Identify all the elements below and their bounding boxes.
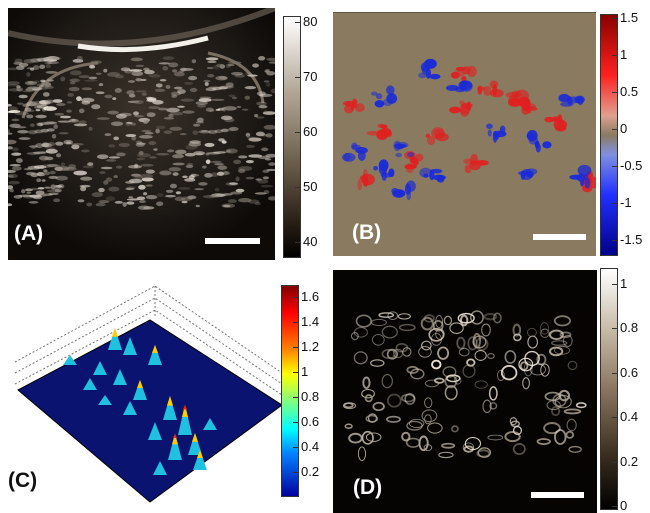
scale-bar-a bbox=[205, 238, 260, 244]
colorbar-d-tick-mark bbox=[612, 461, 617, 463]
colorbar-b-tick-label: 1 bbox=[620, 47, 628, 62]
panel-label-c: (C) bbox=[8, 469, 38, 492]
flow-blobs bbox=[342, 58, 596, 201]
colorbar-d-tick-label: 1 bbox=[620, 276, 628, 291]
colorbar-b-tick-mark bbox=[612, 240, 617, 241]
colorbar-c-tick-mark bbox=[293, 347, 298, 348]
colorbar-d-tick-label: 0.6 bbox=[620, 364, 639, 380]
colorbar-d-tick-label: 0.4 bbox=[620, 409, 639, 425]
colorbar-b-tick-mark bbox=[612, 18, 617, 19]
colorbar-d-tick-label: 0.2 bbox=[620, 453, 639, 469]
panel-d-correlation bbox=[333, 270, 597, 513]
doppler-image bbox=[333, 12, 596, 256]
ultrasound-image bbox=[8, 8, 275, 260]
surface-plot bbox=[14, 285, 286, 503]
colorbar-c-tick-mark bbox=[293, 422, 298, 423]
colorbar-a-tick-mark bbox=[295, 187, 300, 188]
colorbar-a bbox=[283, 16, 301, 258]
colorbar-d-tick-mark bbox=[612, 506, 617, 507]
colorbar-b-tick-label: -1.5 bbox=[620, 232, 643, 247]
colorbar-c-tick-label: 0.6 bbox=[301, 414, 320, 429]
panel-c-surface bbox=[10, 280, 295, 510]
colorbar-d-tick-mark bbox=[612, 284, 617, 285]
colorbar-a-tick-mark bbox=[295, 22, 300, 23]
colorbar-c-tick-mark bbox=[293, 472, 298, 473]
colorbar-d-tick-label: 0.8 bbox=[620, 320, 639, 336]
scale-bar-d bbox=[531, 492, 584, 498]
colorbar-c-tick-mark bbox=[293, 372, 298, 373]
colorbar-a-tick-label: 50 bbox=[303, 179, 318, 194]
colorbar-c-tick-label: 0.8 bbox=[301, 389, 320, 404]
colorbar-b-tick-label: 0 bbox=[620, 121, 628, 136]
colorbar-b-tick-label: -0.5 bbox=[620, 158, 643, 173]
colorbar-b-tick-mark bbox=[612, 55, 617, 56]
panel-a-ultrasound bbox=[8, 8, 275, 260]
colorbar-c-tick-label: 0.4 bbox=[301, 439, 320, 454]
colorbar-d-tick-mark bbox=[612, 328, 617, 330]
colorbar-b-tick-label: 0.5 bbox=[620, 84, 639, 99]
colorbar-d-tick-label: 0 bbox=[620, 498, 628, 513]
colorbar-b bbox=[600, 14, 618, 256]
colorbar-b-tick-label: -1 bbox=[620, 195, 632, 210]
colorbar-c-tick-label: 0.2 bbox=[301, 464, 320, 479]
colorbar-a-tick-label: 70 bbox=[303, 69, 318, 84]
colorbar-d-tick-mark bbox=[612, 372, 617, 374]
panel-label-a: (A) bbox=[14, 222, 44, 245]
colorbar-c-tick-label: 1.2 bbox=[301, 339, 320, 354]
colorbar-d-tick-mark bbox=[612, 417, 617, 419]
colorbar-c-tick-mark bbox=[293, 397, 298, 398]
colorbar-a-tick-mark bbox=[295, 132, 300, 133]
correlation-image bbox=[333, 270, 597, 513]
colorbar-b-tick-mark bbox=[612, 203, 617, 204]
speckle-texture bbox=[8, 55, 275, 210]
surface-peaks bbox=[63, 328, 217, 475]
panel-label-d: (D) bbox=[353, 476, 383, 499]
colorbar-a-tick-label: 60 bbox=[303, 124, 318, 139]
colorbar-c-tick-mark bbox=[293, 322, 298, 323]
ring-texture bbox=[342, 310, 587, 461]
colorbar-a-tick-label: 80 bbox=[303, 14, 318, 29]
panel-label-b: (B) bbox=[352, 221, 382, 244]
colorbar-a-tick-mark bbox=[295, 242, 300, 243]
colorbar-d bbox=[600, 268, 618, 510]
colorbar-c-tick-label: 1.6 bbox=[301, 289, 320, 304]
colorbar-a-tick-mark bbox=[295, 77, 300, 78]
colorbar-b-tick-mark bbox=[612, 166, 617, 167]
colorbar-c-tick-label: 1.4 bbox=[301, 314, 320, 329]
panel-b-doppler bbox=[333, 12, 596, 256]
scale-bar-b bbox=[533, 234, 586, 240]
colorbar-a-tick-label: 40 bbox=[303, 234, 318, 249]
colorbar-c bbox=[281, 285, 299, 497]
colorbar-b-tick-mark bbox=[612, 129, 617, 130]
colorbar-c-tick-mark bbox=[293, 297, 298, 298]
colorbar-c-tick-mark bbox=[293, 447, 298, 448]
colorbar-b-tick-label: 1.5 bbox=[620, 10, 639, 25]
colorbar-c-tick-label: 1 bbox=[301, 364, 309, 379]
colorbar-b-tick-mark bbox=[612, 92, 617, 93]
